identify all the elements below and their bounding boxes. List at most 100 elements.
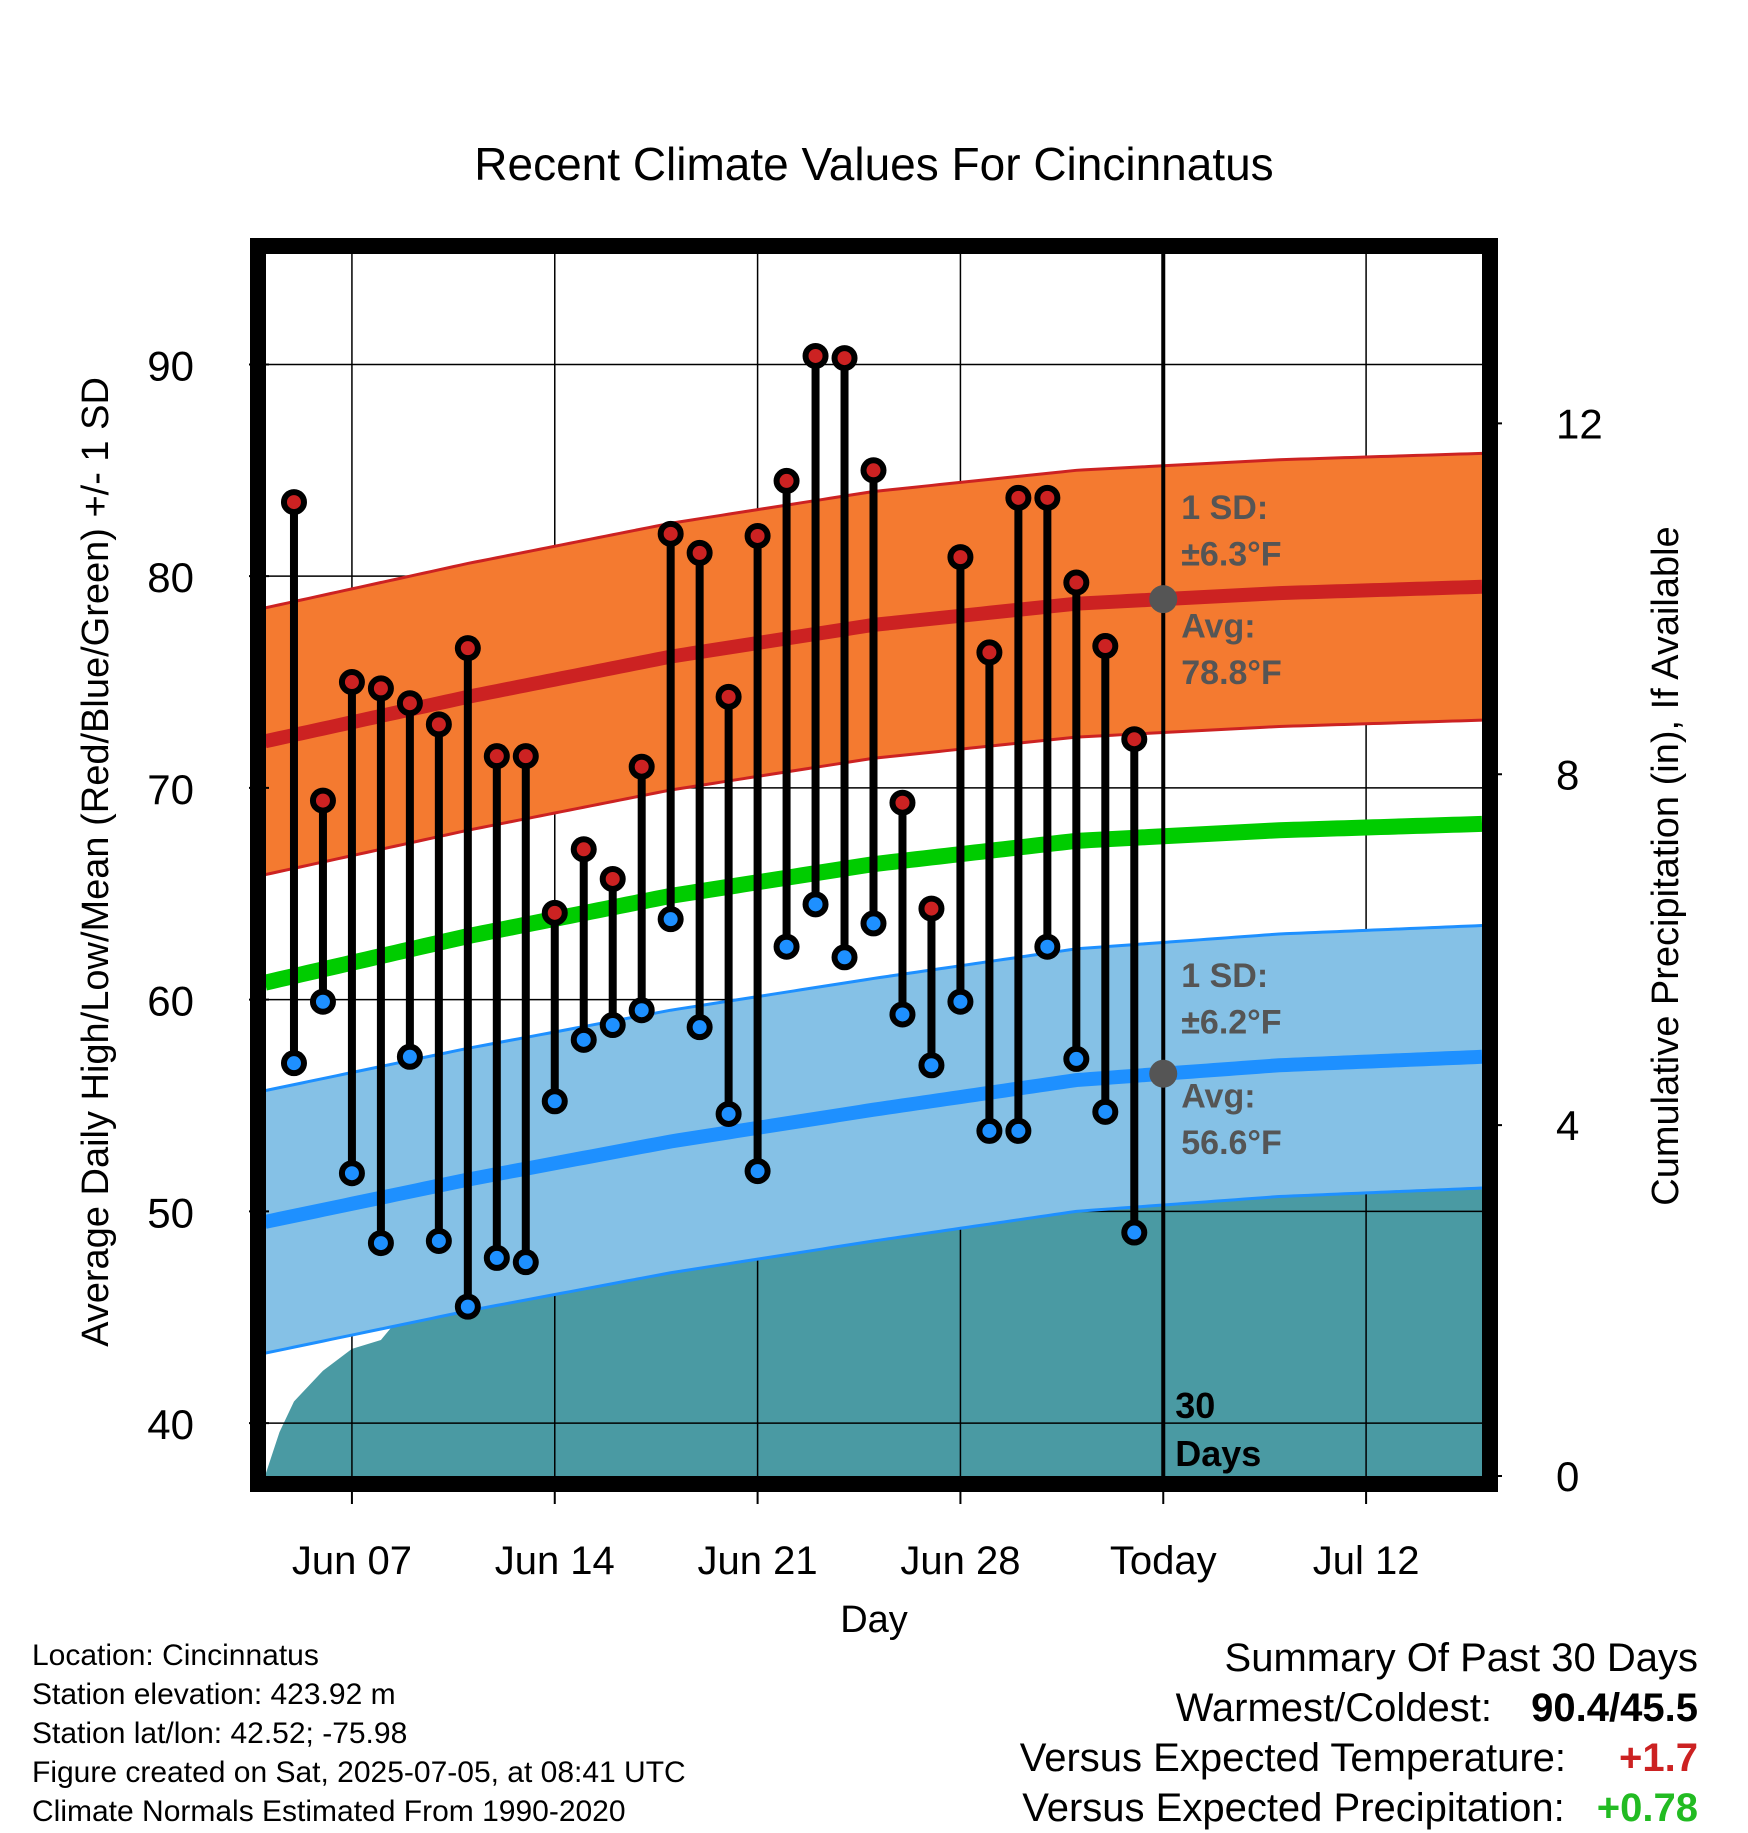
low-point — [280, 1050, 307, 1077]
low-point — [541, 1088, 568, 1115]
x-axis-label: Day — [840, 1599, 908, 1641]
high-point — [802, 342, 829, 369]
warmest-label: Warmest/Coldest: — [1175, 1686, 1492, 1730]
low-point — [1034, 933, 1061, 960]
y-tick-label: 50 — [147, 1189, 194, 1236]
y-tick-label: 80 — [147, 554, 194, 601]
low-avg-value: 56.6°F — [1181, 1124, 1282, 1162]
low-point — [367, 1230, 394, 1257]
plot-frame — [250, 238, 1498, 1492]
low-point — [918, 1052, 945, 1079]
low-point — [860, 910, 887, 937]
high-sd-label: 1 SD: — [1181, 489, 1268, 527]
high-point — [628, 753, 655, 780]
low-point — [715, 1100, 742, 1127]
high-sd-value: ±6.3°F — [1181, 536, 1281, 574]
high-point — [309, 787, 336, 814]
high-point — [976, 639, 1003, 666]
high-point — [831, 345, 858, 372]
station-info: Location: Cincinnatus Station elevation:… — [32, 1636, 686, 1831]
low-point — [309, 988, 336, 1015]
latlon-text: Station lat/lon: 42.52; -75.98 — [32, 1717, 408, 1750]
precip-label: Versus Expected Precipitation: — [1022, 1786, 1565, 1830]
low-point — [744, 1158, 771, 1185]
low-point — [686, 1014, 713, 1041]
high-point — [367, 675, 394, 702]
daily-observations — [280, 342, 1148, 1320]
x-tick-label: Jun 14 — [495, 1539, 615, 1583]
high-point — [512, 743, 539, 770]
low-point — [1121, 1219, 1148, 1246]
summary-title: Summary Of Past 30 Days — [1224, 1636, 1698, 1680]
high-point — [918, 895, 945, 922]
low-avg-label: Avg: — [1181, 1078, 1255, 1116]
warmest-row: Warmest/Coldest: 90.4/45.5 — [1020, 1683, 1698, 1733]
warmest-value: 90.4/45.5 — [1531, 1686, 1698, 1730]
high-point — [1092, 633, 1119, 660]
low-point — [831, 944, 858, 971]
low-point — [802, 891, 829, 918]
y2-tick-label: 12 — [1556, 400, 1603, 447]
y-tick-label: 40 — [147, 1401, 194, 1448]
y-axis-label: Average Daily High/Low/Mean (Red/Blue/Gr… — [75, 377, 117, 1347]
x-tick-label: Jun 07 — [292, 1539, 412, 1583]
low-point — [657, 906, 684, 933]
high-point — [947, 544, 974, 571]
high-point — [454, 635, 481, 662]
low-point — [628, 997, 655, 1024]
low-point — [338, 1160, 365, 1187]
low-point — [773, 933, 800, 960]
low-point — [599, 1012, 626, 1039]
low-point — [889, 1001, 916, 1028]
high-point — [1121, 726, 1148, 753]
y2-axis-label: Cumulative Precipitation (in), If Availa… — [1645, 526, 1687, 1205]
low-point — [947, 988, 974, 1015]
created-text: Figure created on Sat, 2025-07-05, at 08… — [32, 1756, 686, 1789]
y-tick-label: 60 — [147, 978, 194, 1025]
y2-tick-label: 4 — [1556, 1102, 1579, 1149]
y2-tick-label: 0 — [1556, 1453, 1579, 1500]
x-tick-label: Jul 12 — [1313, 1539, 1420, 1583]
high-point — [338, 669, 365, 696]
high-point — [280, 489, 307, 516]
low-point — [570, 1026, 597, 1053]
precip-row: Versus Expected Precipitation: +0.78 — [1020, 1783, 1698, 1833]
high-point — [773, 467, 800, 494]
today-high-avg-dot — [1149, 585, 1178, 614]
axes-ticks: 40 50 60 70 80 90 0 4 8 12 Jun 07 Jun 14 Jun 21 Jun 2… — [147, 247, 1603, 1583]
annotations: 1 SD: ±6.3°F Avg: 78.8°F 1 SD: ±6.2°F Avg: 56.6… — [1181, 489, 1282, 1162]
high-point — [715, 683, 742, 710]
high-avg-label: Avg: — [1181, 608, 1255, 646]
x-tick-label: Jun 21 — [698, 1539, 818, 1583]
high-point — [657, 520, 684, 547]
high-point — [396, 690, 423, 717]
plot-area: 1 SD: ±6.3°F Avg: 78.8°F 1 SD: ±6.2°F Avg: 56.6… — [147, 238, 1603, 1583]
y-tick-label: 90 — [147, 342, 194, 389]
high-point — [570, 836, 597, 863]
temp-row: Versus Expected Temperature: +1.7 — [1020, 1733, 1698, 1783]
low-point — [425, 1227, 452, 1254]
y2-tick-label: 8 — [1556, 751, 1579, 798]
low-point — [1005, 1117, 1032, 1144]
high-point — [1005, 484, 1032, 511]
high-point — [744, 522, 771, 549]
temp-label: Versus Expected Temperature: — [1019, 1736, 1566, 1780]
elevation-text: Station elevation: 423.92 m — [32, 1678, 396, 1711]
summary-panel: Summary Of Past 30 Days Warmest/Coldest:… — [1020, 1633, 1698, 1833]
low-point — [1092, 1098, 1119, 1125]
low-point — [454, 1293, 481, 1320]
location-text: Location: Cincinnatus — [32, 1639, 319, 1672]
low-point — [396, 1043, 423, 1070]
high-point — [1034, 484, 1061, 511]
high-point — [599, 865, 626, 892]
chart-title: Recent Climate Values For Cincinnatus — [474, 138, 1273, 190]
high-point — [889, 789, 916, 816]
today-window-label: 30 Days — [1175, 1385, 1261, 1474]
low-sd-label: 1 SD: — [1181, 957, 1268, 995]
low-sd-band — [265, 925, 1482, 1354]
today-low-avg-dot — [1149, 1059, 1178, 1088]
low-point — [512, 1249, 539, 1276]
high-avg-value: 78.8°F — [1181, 654, 1282, 692]
x-tick-label: Today — [1110, 1539, 1217, 1583]
